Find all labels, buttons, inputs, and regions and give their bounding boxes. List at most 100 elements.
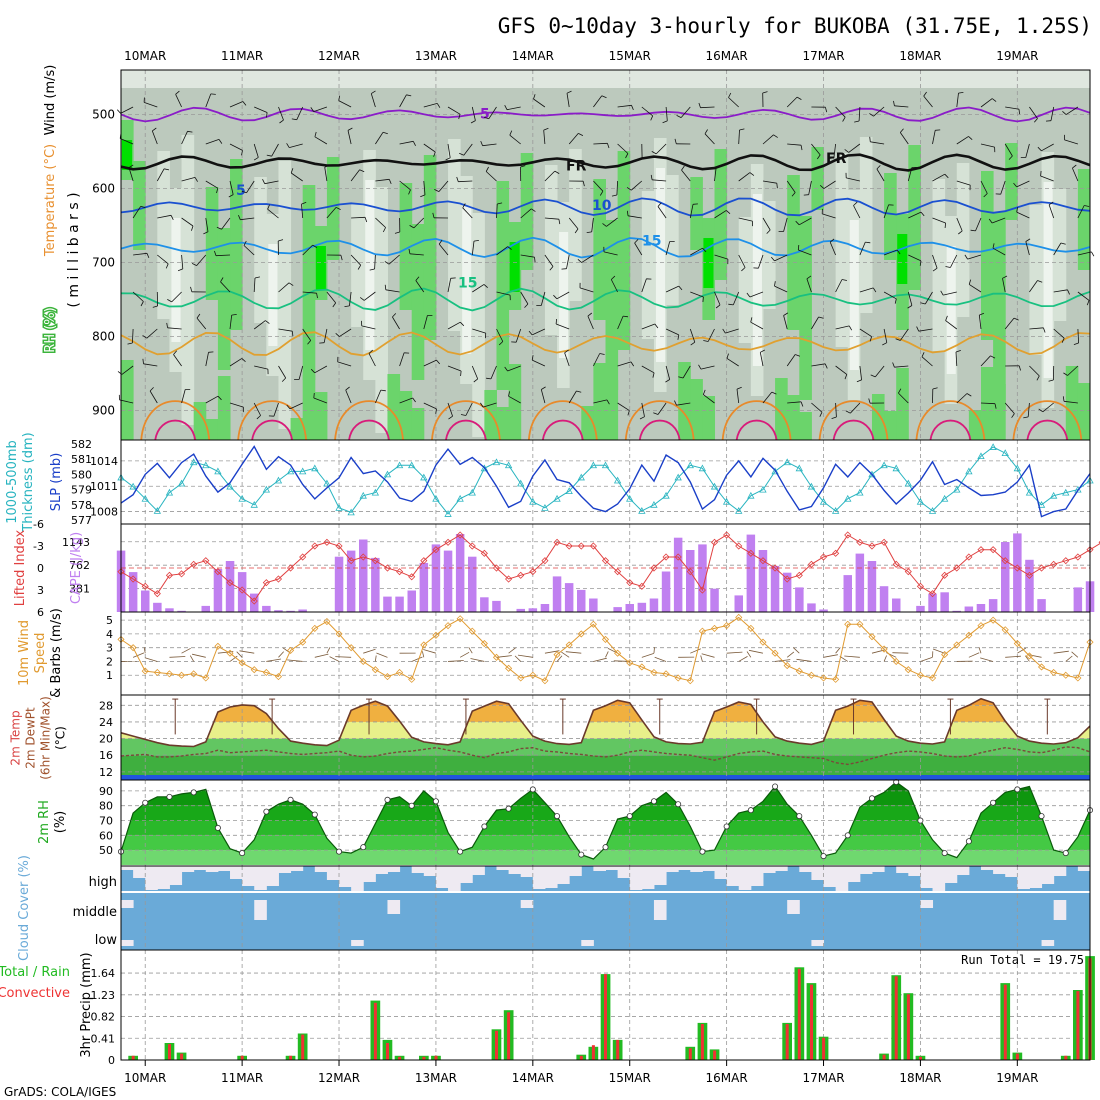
wind-barb — [253, 320, 266, 330]
surface-wind-barb — [823, 654, 838, 658]
rh-moist-band — [496, 181, 510, 390]
wind-barb-flag — [316, 293, 318, 299]
bottom-date-label: 18MAR — [899, 1071, 941, 1085]
rh-low-moist-band — [302, 375, 316, 440]
wind-barb — [324, 167, 328, 182]
wind-barb — [835, 402, 837, 418]
precip-convective-bar — [894, 976, 898, 1060]
wind-barb — [945, 320, 958, 330]
rh-moist-band — [690, 177, 703, 250]
lifted-index-point — [456, 531, 464, 539]
rh-very-dry-band — [365, 180, 375, 350]
wind-barb-flag — [140, 205, 146, 209]
thickness-point — [831, 507, 840, 514]
rh-axis-label: 2m RH (%) — [37, 800, 68, 844]
high-cloud-gap — [714, 866, 728, 879]
wind-barb-flag — [534, 257, 536, 263]
wind-barb-flag — [770, 256, 775, 262]
lifted-index-axis-label-line: Lifted Index — [13, 529, 28, 606]
high-cloud-gap — [121, 866, 134, 870]
precip-axis-label: 3hr Precip (mm) — [79, 952, 94, 1057]
wind-barb — [423, 180, 426, 195]
wind-barb-flag — [558, 219, 561, 225]
cape-tick-label: 1143 — [62, 536, 90, 549]
isotherm-10-line — [120, 236, 1091, 259]
wind-barb — [859, 328, 872, 337]
wind-barb-flag — [203, 231, 209, 235]
wind-barb-flag — [958, 230, 963, 235]
wind-barb — [205, 139, 220, 145]
thickness-point — [880, 461, 888, 469]
high-cloud-gap — [847, 866, 861, 882]
precip-convective-bar — [168, 1044, 171, 1060]
thickness-point — [262, 485, 271, 493]
wind-barb-flag — [898, 388, 902, 394]
lifted-index-point — [250, 597, 258, 605]
wind-speed-point — [710, 624, 719, 632]
wind-barb-flag — [627, 210, 629, 216]
thickness-point — [444, 510, 452, 517]
lifted-index-point — [190, 560, 198, 568]
wind-barb — [980, 180, 988, 194]
wind-barb-flag — [992, 243, 995, 249]
surface-wind-barb — [1071, 651, 1079, 658]
wind-barb — [399, 397, 413, 404]
wind-barb — [631, 180, 643, 191]
rh-tick-label: 90 — [99, 785, 113, 798]
wind-barb — [799, 217, 812, 226]
wind-speed-point — [177, 671, 186, 679]
wind-barb-flag — [216, 226, 222, 230]
thickness-point — [662, 491, 670, 499]
wind-barb — [568, 133, 579, 145]
surface-wind-barb — [363, 648, 376, 654]
wind-speed-point — [832, 675, 840, 683]
high-cloud-gap — [641, 866, 655, 889]
wind-barb — [798, 249, 812, 256]
wind-barb-flag — [1062, 111, 1067, 115]
wind-barb-flag — [167, 299, 172, 303]
wind-barb — [246, 180, 255, 193]
high-cloud-gap — [775, 866, 788, 871]
wind-barb-flag — [524, 303, 529, 308]
wind-barb — [738, 217, 753, 222]
wind-barb-flag — [438, 239, 443, 245]
lifted-index-point — [626, 579, 634, 587]
wind-barb-flag — [762, 91, 768, 94]
wind-barb — [544, 170, 556, 182]
wind-barb — [641, 365, 655, 374]
lifted-index-point — [153, 590, 161, 598]
wind-barb-flag — [238, 214, 241, 220]
wind-barb — [120, 106, 134, 114]
rh-point — [263, 808, 270, 815]
wind-barb — [907, 291, 913, 306]
rh-moist-band — [811, 147, 825, 210]
wind-barb — [350, 169, 360, 182]
thickness-tick-label: 581 — [71, 453, 92, 466]
wind-barb-flag — [566, 90, 572, 94]
middle-cloud-gap — [121, 900, 134, 908]
wind-barb — [657, 402, 667, 415]
precip-convective-bar — [919, 1056, 922, 1060]
precip-convective-bar — [591, 1045, 595, 1060]
wind-barb — [899, 132, 909, 145]
wind-barb-flag — [531, 208, 536, 212]
wind-barb — [205, 395, 219, 404]
wind-barb-flag — [825, 107, 828, 113]
wind-barb — [482, 143, 497, 147]
wind-barb — [1004, 317, 1015, 330]
rh-low-moist-band — [581, 406, 594, 440]
wind-barb — [253, 143, 259, 158]
lifted-index-point — [686, 568, 694, 576]
pressure-axis-label-line: ( m i l l i b a r s ) — [66, 192, 82, 307]
wind-barb-flag — [382, 227, 386, 233]
wind-barb-flag — [406, 94, 412, 97]
lifted-index-point — [650, 564, 658, 572]
wind-barb-flag — [627, 410, 630, 416]
high-cloud-gap — [702, 866, 716, 871]
surface-wind-barb — [376, 652, 388, 658]
wind-barb-flag — [170, 215, 174, 220]
cape-bar — [782, 572, 792, 612]
rh-moist-band — [714, 149, 728, 280]
wind-barb-flag — [217, 395, 222, 401]
precip-convective-bar — [507, 1012, 511, 1060]
